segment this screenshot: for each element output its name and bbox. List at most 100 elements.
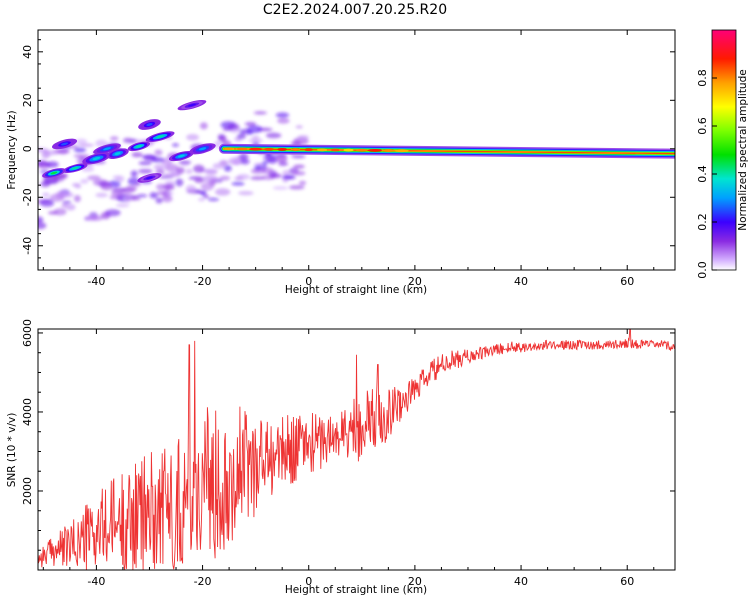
- noise-cell: [265, 132, 282, 139]
- noise-cell: [275, 154, 288, 163]
- noise-cell: [161, 195, 173, 203]
- noise-cell: [293, 164, 305, 169]
- noise-cell: [155, 197, 163, 204]
- noise-cell: [164, 172, 180, 177]
- noise-cell: [250, 176, 265, 180]
- noise-cell: [219, 175, 231, 181]
- noise-cell: [47, 210, 58, 215]
- spectrogram-blob: [62, 163, 88, 173]
- blob-layer: [114, 152, 121, 156]
- noise-cell: [149, 192, 159, 199]
- noise-cell: [73, 195, 81, 203]
- y-tick-label: -40: [21, 237, 34, 255]
- noise-cell: [193, 164, 205, 173]
- noise-cell: [87, 175, 101, 181]
- snr-y-ticks: 2000 4000 6000: [21, 319, 675, 551]
- blob-layer: [92, 156, 101, 161]
- noise-cell: [46, 161, 59, 168]
- snr-y-axis-label: SNR (10 * v/v): [6, 413, 18, 488]
- noise-cell: [156, 190, 168, 196]
- line-hotspot: [236, 147, 249, 151]
- y-tick-label: 40: [21, 45, 34, 59]
- blob-layer: [71, 166, 79, 170]
- spectrogram-y-axis-label: Frequency (Hz): [6, 110, 18, 189]
- spectrogram-blob: [177, 99, 207, 111]
- x-tick-label: -40: [87, 575, 105, 588]
- noise-cell: [237, 133, 246, 140]
- colorbar-tick-label: 0.6: [696, 117, 709, 135]
- x-tick-label: 20: [408, 575, 422, 588]
- noise-cell: [282, 175, 296, 180]
- noise-cell: [282, 170, 291, 177]
- noise-cell: [278, 161, 289, 167]
- spectrogram-frame: [37, 29, 676, 271]
- noise-cell: [134, 182, 142, 186]
- noise-cell: [238, 153, 249, 160]
- noise-cell: [62, 200, 72, 204]
- noise-cell: [261, 161, 269, 165]
- figure-title: C2E2.2024.007.20.25.R20: [263, 2, 447, 18]
- spectrogram-blob: [93, 143, 121, 155]
- noise-cell: [151, 157, 165, 163]
- y-tick-label: 6000: [21, 319, 34, 347]
- noise-cell: [246, 130, 253, 135]
- blob-layer: [177, 154, 185, 158]
- noise-cell: [78, 143, 95, 147]
- blob-layer: [187, 103, 196, 107]
- noise-cell: [214, 140, 222, 148]
- noise-cell: [164, 163, 179, 172]
- noise-cell: [49, 193, 65, 202]
- noise-cell: [263, 154, 276, 161]
- noise-cell: [131, 152, 143, 158]
- noise-cell: [218, 136, 227, 142]
- line-hotspot: [248, 147, 263, 151]
- noise-cell: [75, 138, 88, 145]
- snr-frame: [37, 328, 676, 571]
- noise-cell: [293, 170, 306, 176]
- noise-cell: [207, 197, 220, 202]
- colorbar-tick-label: 0.0: [696, 261, 709, 279]
- x-tick-label: 20: [408, 275, 422, 288]
- noise-cell: [250, 168, 266, 174]
- blob-layer: [146, 176, 153, 180]
- spectrogram-main-line: [218, 143, 675, 159]
- line-hotspot: [304, 148, 314, 152]
- snr-x-ticks: -40 -20 0 20 40 60: [42, 329, 655, 588]
- noise-cell: [288, 185, 305, 190]
- line-hotspot: [367, 149, 383, 152]
- blob-layer: [61, 142, 69, 146]
- line-hotspot: [356, 148, 368, 152]
- blob-layer: [135, 145, 142, 148]
- noise-cell: [154, 149, 163, 156]
- spectrogram-blobs: [42, 99, 216, 183]
- noise-cell: [244, 122, 257, 126]
- noise-cell: [111, 187, 128, 192]
- noise-cell: [61, 203, 68, 208]
- y-tick-label: 2000: [21, 477, 34, 505]
- noise-cell: [298, 180, 307, 186]
- noise-cell: [80, 178, 89, 184]
- noise-cell: [59, 148, 69, 153]
- line-hotspot: [224, 147, 235, 151]
- x-tick-label: 0: [305, 275, 312, 288]
- noise-cell: [212, 163, 226, 169]
- y-tick-label: 4000: [21, 398, 34, 426]
- spectrogram-blob: [127, 141, 151, 152]
- spectrogram-x-axis-label: Height of straight line (km): [285, 284, 427, 296]
- noise-cell: [199, 122, 208, 130]
- line-hotspot: [263, 147, 274, 151]
- noise-cell: [109, 136, 119, 141]
- line-hotspot: [316, 148, 328, 152]
- noise-cell: [105, 209, 121, 217]
- noise-cell: [214, 188, 231, 196]
- noise-cell: [108, 180, 121, 188]
- spectrogram-blob: [189, 143, 216, 155]
- noise-cell: [197, 197, 206, 202]
- snr-x-axis-label: Height of straight line (km): [285, 584, 427, 596]
- colorbar-tick-label: 0.8: [696, 69, 709, 87]
- noise-cell: [253, 162, 263, 167]
- spectrogram-panel: -40 -20 0 20 40 60 -40 -20 0 20 40 Height of stra…: [6, 29, 676, 296]
- snr-panel: -40 -20 0 20 40 60 2000 4000 6000 Height of str…: [6, 319, 676, 596]
- noise-cell: [115, 203, 130, 208]
- noise-cell: [202, 194, 210, 199]
